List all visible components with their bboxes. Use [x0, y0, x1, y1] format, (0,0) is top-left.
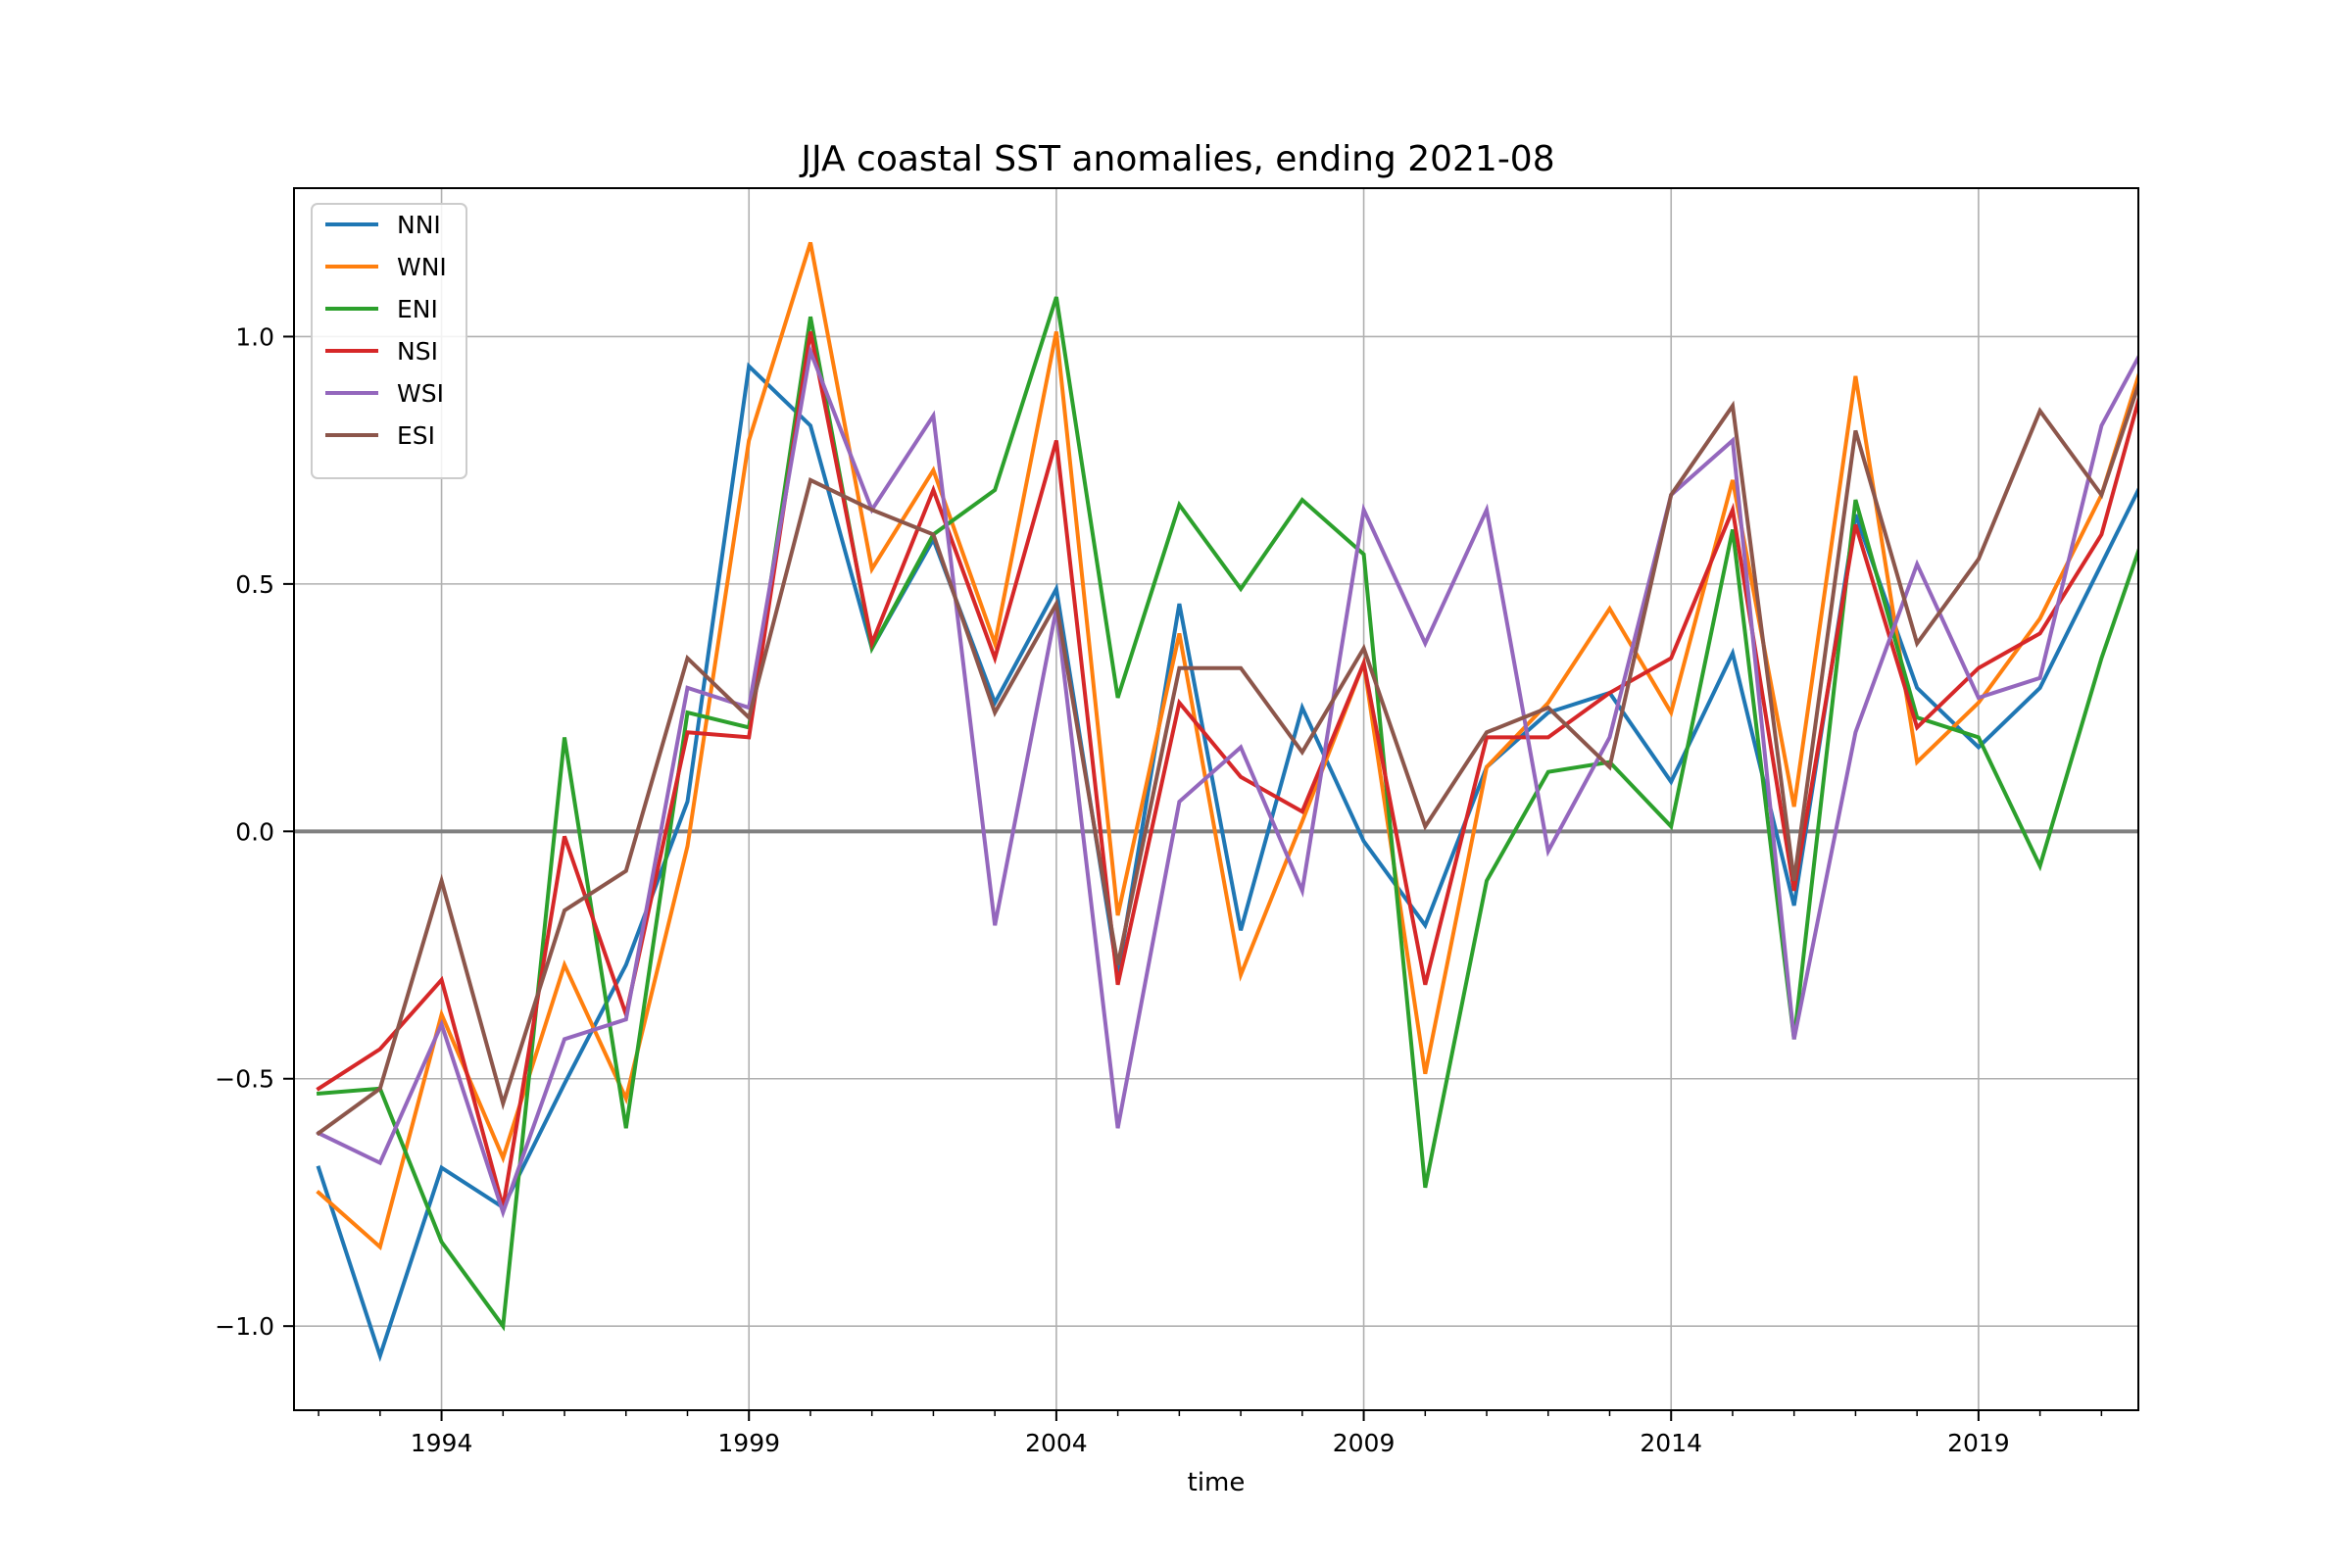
y-axis: −1.0 −0.5 0.0 0.5 1.0	[215, 322, 294, 1341]
y-tick-label: −1.0	[215, 1312, 274, 1341]
plot-area	[316, 241, 2138, 1362]
legend-box	[311, 203, 467, 479]
x-tick-label: 1999	[717, 1429, 780, 1457]
x-tick-label: 2014	[1640, 1429, 1702, 1457]
x-axis: 1994 1999 2004 2009 2014 2019	[318, 1410, 2103, 1457]
series-line-esi	[316, 378, 2138, 1137]
x-tick-label: 2009	[1333, 1429, 1396, 1457]
series-line-eni	[316, 296, 2138, 1332]
series-lines	[316, 241, 2138, 1362]
legend-label-esi: ESI	[397, 421, 435, 450]
legend-label-nsi: NSI	[397, 337, 438, 366]
x-tick-label: 2019	[1947, 1429, 2010, 1457]
axes-frame	[293, 187, 2139, 1411]
legend-label-nni: NNI	[397, 211, 441, 239]
x-tick-label: 2004	[1025, 1429, 1088, 1457]
x-tick-label: 1994	[411, 1429, 473, 1457]
y-tick-label: −0.5	[215, 1065, 274, 1094]
chart-title: JJA coastal SST anomalies, ending 2021-0…	[799, 139, 1554, 179]
legend-label-wsi: WSI	[397, 379, 444, 408]
y-tick-label: 0.5	[235, 570, 274, 599]
legend-label-eni: ENI	[397, 295, 438, 323]
y-tick-label: 1.0	[235, 322, 274, 351]
series-line-wni	[316, 241, 2138, 1251]
legend: NNI WNI ENI NSI WSI ESI	[311, 203, 467, 479]
x-axis-label: time	[1188, 1468, 1246, 1497]
y-tick-label: 0.0	[235, 817, 274, 846]
series-line-wsi	[316, 344, 2138, 1219]
legend-label-wni: WNI	[397, 253, 447, 281]
